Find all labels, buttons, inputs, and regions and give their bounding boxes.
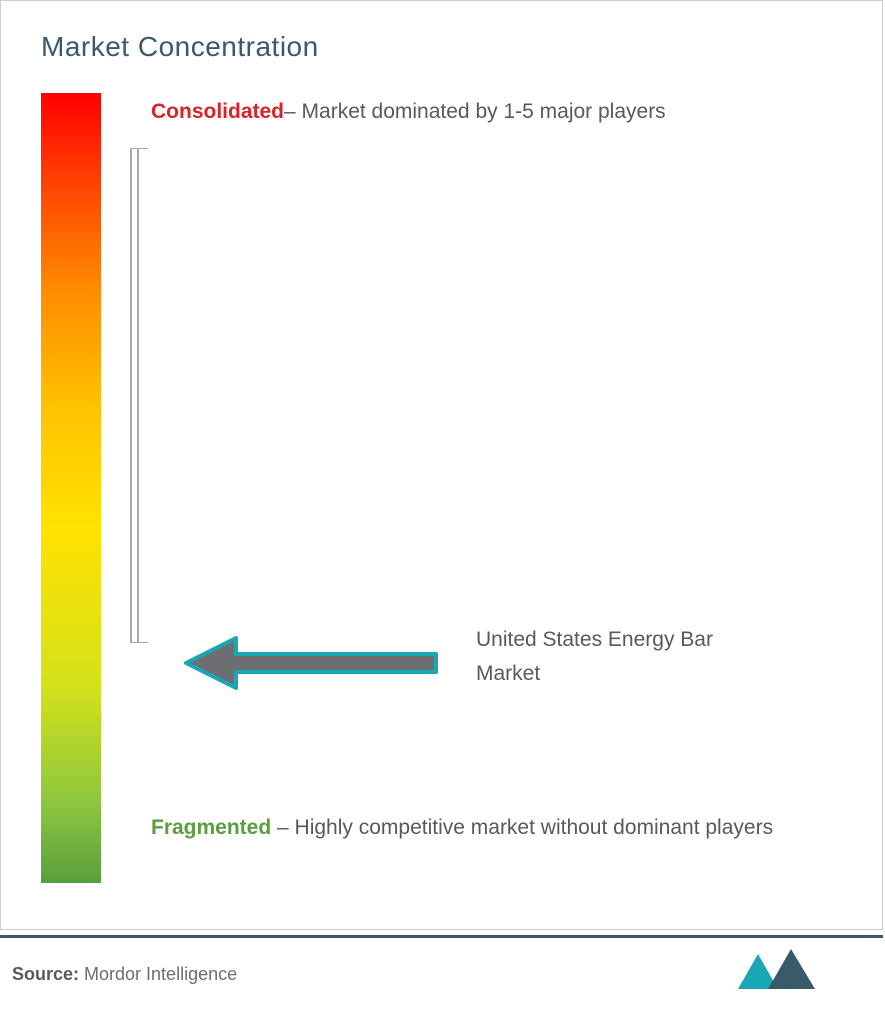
chart-container: Market Concentration Consolidated– Marke… bbox=[0, 0, 883, 930]
concentration-gradient-bar bbox=[41, 93, 101, 883]
mordor-logo-icon bbox=[733, 949, 823, 994]
labels-area: Consolidated– Market dominated by 1-5 ma… bbox=[151, 93, 852, 883]
market-arrow-icon bbox=[181, 633, 461, 693]
consolidated-key: Consolidated bbox=[151, 100, 284, 123]
content-area: Consolidated– Market dominated by 1-5 ma… bbox=[41, 93, 852, 893]
fragmented-text: – Highly competitive market without domi… bbox=[271, 816, 773, 839]
source-name: Mordor Intelligence bbox=[79, 964, 237, 984]
fragmented-label: Fragmented – Highly competitive market w… bbox=[151, 808, 832, 848]
consolidated-label: Consolidated– Market dominated by 1-5 ma… bbox=[151, 93, 832, 131]
chart-title: Market Concentration bbox=[41, 31, 852, 63]
market-name-label: United States Energy Bar Market bbox=[476, 623, 736, 690]
range-bracket bbox=[123, 148, 153, 643]
market-arrow-group: United States Energy Bar Market bbox=[181, 638, 721, 688]
source-label: Source: bbox=[12, 964, 79, 984]
fragmented-key: Fragmented bbox=[151, 816, 271, 839]
consolidated-text: – Market dominated by 1-5 major players bbox=[284, 100, 666, 123]
footer: Source: Mordor Intelligence bbox=[0, 935, 883, 995]
source-text: Source: Mordor Intelligence bbox=[12, 964, 237, 985]
